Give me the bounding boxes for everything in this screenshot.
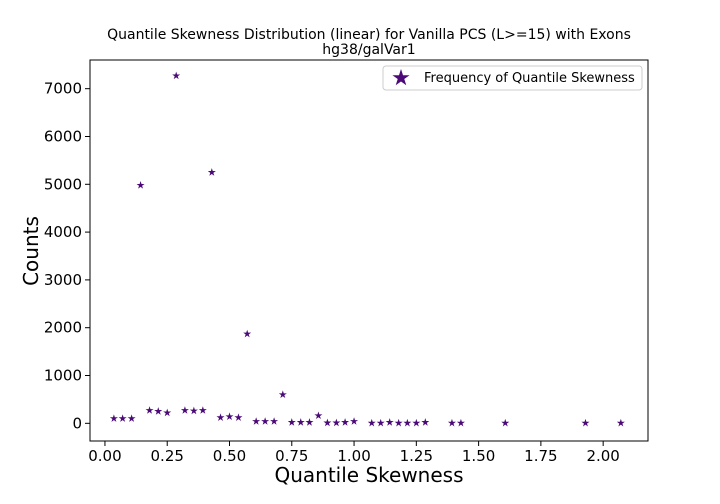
data-point-star [261,417,270,425]
legend-star-icon [392,69,410,86]
data-point-star [341,418,350,426]
data-point-star [305,418,314,426]
data-point-star [412,418,421,427]
data-point-star [109,414,118,422]
y-tick-label: 2000 [44,319,82,337]
y-tick-label: 7000 [44,80,82,98]
data-point-star [207,168,216,176]
data-point-star [216,413,225,421]
data-point-star [270,417,279,425]
x-tick-label: 0.25 [151,447,184,465]
y-axis-label: Counts [19,216,43,286]
x-axis: 0.00 0.25 0.50 0.75 1.00 1.25 1.50 1.75 2.00 [88,441,620,465]
data-point-star [163,408,172,417]
data-point-star [234,413,243,421]
data-point-star [616,418,625,427]
y-tick-label: 3000 [44,271,82,289]
data-point-star [180,406,189,414]
data-point-star [198,406,207,414]
data-point-star [456,418,465,427]
y-tick-label: 4000 [44,223,82,241]
y-tick-label: 5000 [44,175,82,193]
data-point-star [403,418,412,427]
x-tick-label: 1.50 [462,447,495,465]
data-point-star [385,418,394,426]
legend-star-marker [392,69,410,86]
legend-label: Frequency of Quantile Skewness [424,71,635,86]
data-point-star [145,406,154,414]
x-tick-label: 0.75 [275,447,308,465]
data-point-star [501,418,510,427]
plot-area [89,59,649,442]
data-point-star [172,71,181,80]
data-point-star [278,390,287,399]
data-point-star [127,414,136,422]
data-point-star [447,418,456,427]
data-point-star [323,418,332,427]
data-points [109,71,625,427]
x-axis-label: Quantile Skewness [274,463,463,487]
data-point-star [367,418,376,427]
x-tick-label: 0.00 [88,447,121,465]
y-tick-label: 0 [72,414,82,432]
data-point-star [332,418,341,427]
data-point-star [252,417,261,425]
data-point-star [421,418,430,426]
x-tick-label: 1.25 [400,447,433,465]
chart-subtitle: hg38/galVar1 [322,42,415,58]
data-point-star [296,418,305,426]
chart-title: Quantile Skewness Distribution (linear) … [107,27,631,43]
data-point-star [350,417,359,425]
data-point-star [314,411,323,420]
y-tick-label: 6000 [44,127,82,145]
data-point-star [154,407,163,415]
y-tick-label: 1000 [44,367,82,385]
data-point-star [243,329,252,338]
data-point-star [287,418,296,426]
data-point-star [189,406,198,415]
x-tick-label: 0.50 [213,447,246,465]
x-tick-label: 1.00 [337,447,370,465]
data-point-star [118,414,127,422]
x-tick-label: 1.75 [524,447,557,465]
legend-box [382,65,643,91]
data-point-star [136,181,145,189]
data-point-star [225,412,234,421]
data-point-star [581,418,590,427]
x-tick-label: 2.00 [586,447,619,465]
y-axis: 0 1000 2000 3000 4000 5000 6000 7000 [44,80,90,432]
data-point-star [394,418,403,427]
legend: Frequency of Quantile Skewness [382,65,643,91]
data-point-star [376,418,385,427]
